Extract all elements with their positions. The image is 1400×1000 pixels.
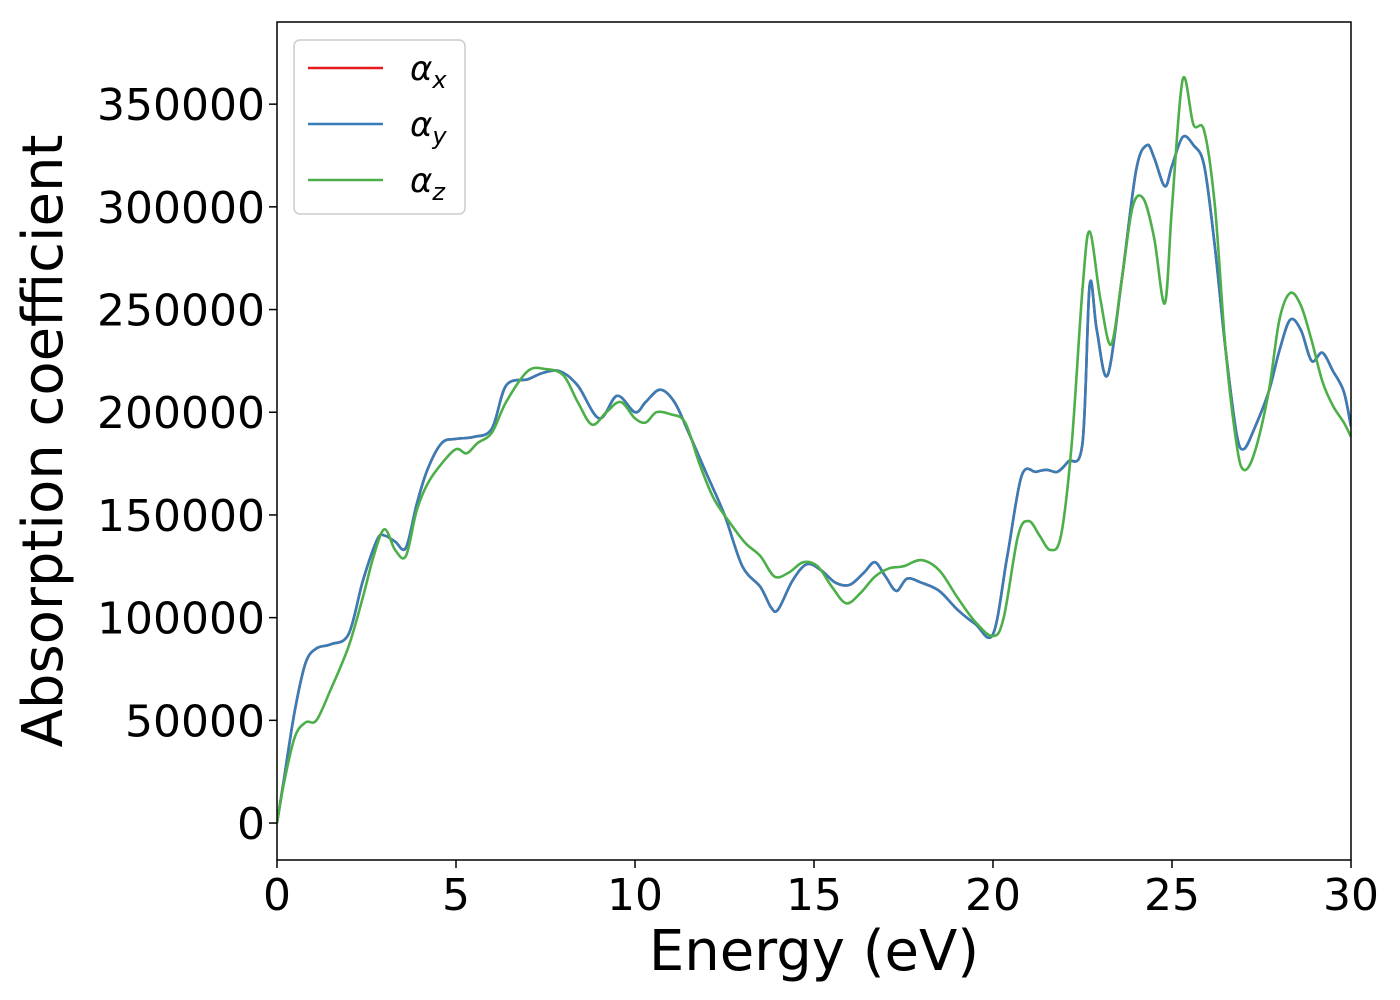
x-tick-label: 25 (1144, 870, 1200, 921)
legend-label-x: αx (410, 49, 447, 94)
legend-items: αx αy αz (308, 49, 447, 206)
series-layer (277, 75, 1351, 824)
ticks-layer: 0 5 10 15 20 25 30 0 50000 100000 150000 200000 2500… (97, 80, 1379, 921)
y-tick-label: 250000 (97, 286, 265, 337)
y-tick-label: 150000 (97, 491, 265, 542)
legend-label-y: αy (410, 105, 447, 150)
legend-label-z: αz (410, 161, 446, 206)
x-axis-label: Energy (eV) (649, 919, 979, 984)
series-line-y (277, 134, 1351, 824)
x-tick-label: 15 (786, 870, 842, 921)
x-tick-label: 0 (263, 870, 291, 921)
series-line-z (277, 75, 1351, 824)
x-tick-label: 10 (607, 870, 663, 921)
series-line-x (277, 134, 1351, 824)
y-tick-label: 0 (237, 799, 265, 850)
y-axis-label: Absorption coefficient (11, 135, 76, 748)
x-tick-label: 30 (1323, 870, 1379, 921)
legend: αx αy αz (293, 39, 466, 215)
x-tick-label: 5 (442, 870, 470, 921)
legend-box (293, 39, 466, 215)
y-tick-label: 100000 (97, 594, 265, 645)
y-tick-label: 350000 (97, 80, 265, 131)
y-tick-label: 50000 (125, 696, 265, 747)
y-tick-label: 200000 (97, 388, 265, 439)
y-tick-label: 300000 (97, 183, 265, 234)
x-tick-label: 20 (965, 870, 1021, 921)
